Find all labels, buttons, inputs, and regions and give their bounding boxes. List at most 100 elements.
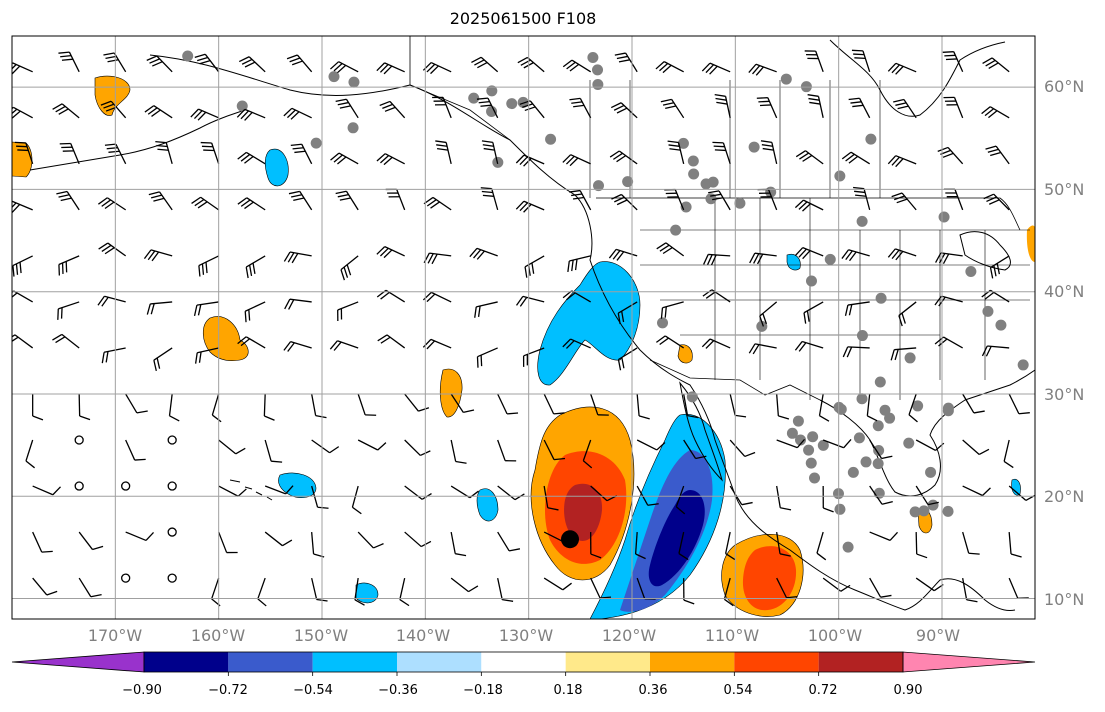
wind-barb-feather (986, 196, 997, 203)
wind-barb (841, 151, 871, 165)
station-dot (670, 224, 682, 236)
wind-barb-feather (569, 157, 579, 167)
wind-barb (729, 485, 753, 506)
wind-barb-feather (483, 147, 495, 151)
wind-barb-feather (779, 553, 791, 557)
wind-barb-feather (990, 151, 1001, 157)
wind-barb-feather (476, 356, 479, 368)
station-dot (688, 168, 700, 180)
station-dot (803, 444, 815, 456)
wind-barb-feather (151, 109, 161, 117)
wind-barb-feather (291, 194, 303, 198)
wind-barb-feather (290, 111, 300, 120)
wind-barb-staff (590, 577, 601, 599)
wind-barb (915, 532, 928, 559)
wind-barb-feather (340, 269, 346, 281)
wind-barb-feather (823, 507, 834, 513)
station-dot (834, 170, 846, 182)
graticule (12, 36, 1035, 619)
wind-barb-feather (337, 64, 347, 74)
wind-barb-feather (895, 65, 904, 75)
wind-barb (678, 531, 689, 561)
colorbar-tick-label: −0.36 (378, 683, 418, 698)
anomaly-fill-layer (12, 75, 1035, 619)
wind-barb-feather (985, 145, 997, 150)
wind-barb (56, 190, 80, 211)
wind-barb (962, 485, 991, 497)
station-dot (236, 100, 248, 112)
wind-barb-feather (399, 599, 410, 607)
wind-barb-feather (989, 267, 994, 279)
wind-barb-staff (915, 532, 918, 555)
wind-barb (58, 255, 80, 276)
wind-barb-feather (705, 340, 715, 349)
wind-barb (311, 439, 340, 454)
wind-barb (376, 153, 405, 166)
wind-barb-feather (146, 303, 151, 315)
wind-barb-feather (609, 150, 620, 158)
positive-anomaly-region (202, 316, 249, 362)
wind-barb-feather (887, 248, 896, 258)
wind-barb (404, 393, 430, 412)
wind-barb-staff (962, 531, 970, 554)
wind-barb-feather (937, 146, 949, 153)
station-dot (918, 505, 930, 517)
wind-barb (1008, 532, 1022, 558)
wind-barb-feather (455, 553, 467, 557)
wind-barb-feather (796, 438, 806, 449)
wind-barb-feather (735, 414, 747, 418)
wind-barb-staff (869, 577, 882, 598)
wind-barb-feather (249, 264, 253, 277)
wind-barb (981, 345, 1010, 357)
wind-barb-staff (78, 577, 92, 598)
wind-barb-feather (287, 252, 295, 263)
wind-barb-staff (729, 485, 743, 506)
wind-barb (311, 393, 327, 419)
wind-barb-staff (311, 532, 315, 555)
wind-barb-feather (291, 60, 303, 66)
colorbar-tick-label: 0.72 (808, 683, 838, 698)
wind-barb-feather (806, 310, 810, 322)
wind-barb-staff (962, 485, 983, 497)
wind-barb-feather (482, 144, 494, 147)
wind-barb-feather (566, 292, 576, 301)
wind-barb-feather (515, 200, 525, 210)
wind-barb-feather (435, 140, 447, 144)
wind-barb (237, 336, 266, 349)
wind-barb (143, 249, 173, 262)
wind-barb-feather (611, 193, 622, 200)
wind-barb-staff (264, 531, 283, 547)
wind-barb-feather (798, 342, 807, 352)
station-dot (795, 434, 807, 446)
calm-wind-circle (167, 527, 177, 537)
wind-barb-staff (357, 393, 366, 416)
wind-barb-feather (519, 156, 529, 166)
wind-barb (869, 485, 893, 505)
wind-barb-feather (55, 105, 66, 113)
wind-barb-feather (893, 98, 905, 103)
wind-barb-feather (284, 298, 291, 310)
wind-barb-feather (616, 107, 628, 114)
wind-barb (636, 439, 666, 451)
wind-barb-feather (153, 197, 165, 202)
station-dot (517, 96, 529, 108)
wind-barb (636, 393, 650, 420)
positive-anomaly-region (94, 75, 131, 116)
wind-barb (354, 577, 365, 606)
wind-barb-feather (752, 344, 760, 355)
wind-barb-feather (352, 506, 362, 515)
wind-barb (887, 155, 917, 168)
wind-barb-feather (635, 553, 646, 560)
wind-barb-feather (507, 412, 519, 415)
wind-barb-feather (12, 62, 14, 65)
wind-barb (866, 393, 878, 422)
wind-barb (562, 59, 592, 73)
station-dot (842, 541, 854, 553)
wind-barb-feather (282, 539, 293, 547)
wind-barb-feather (380, 336, 391, 344)
wind-barb (125, 439, 146, 461)
wind-barb-staff (32, 531, 43, 553)
wind-barb (701, 62, 731, 75)
wind-barb (760, 140, 778, 164)
wind-barb-staff (582, 439, 592, 461)
